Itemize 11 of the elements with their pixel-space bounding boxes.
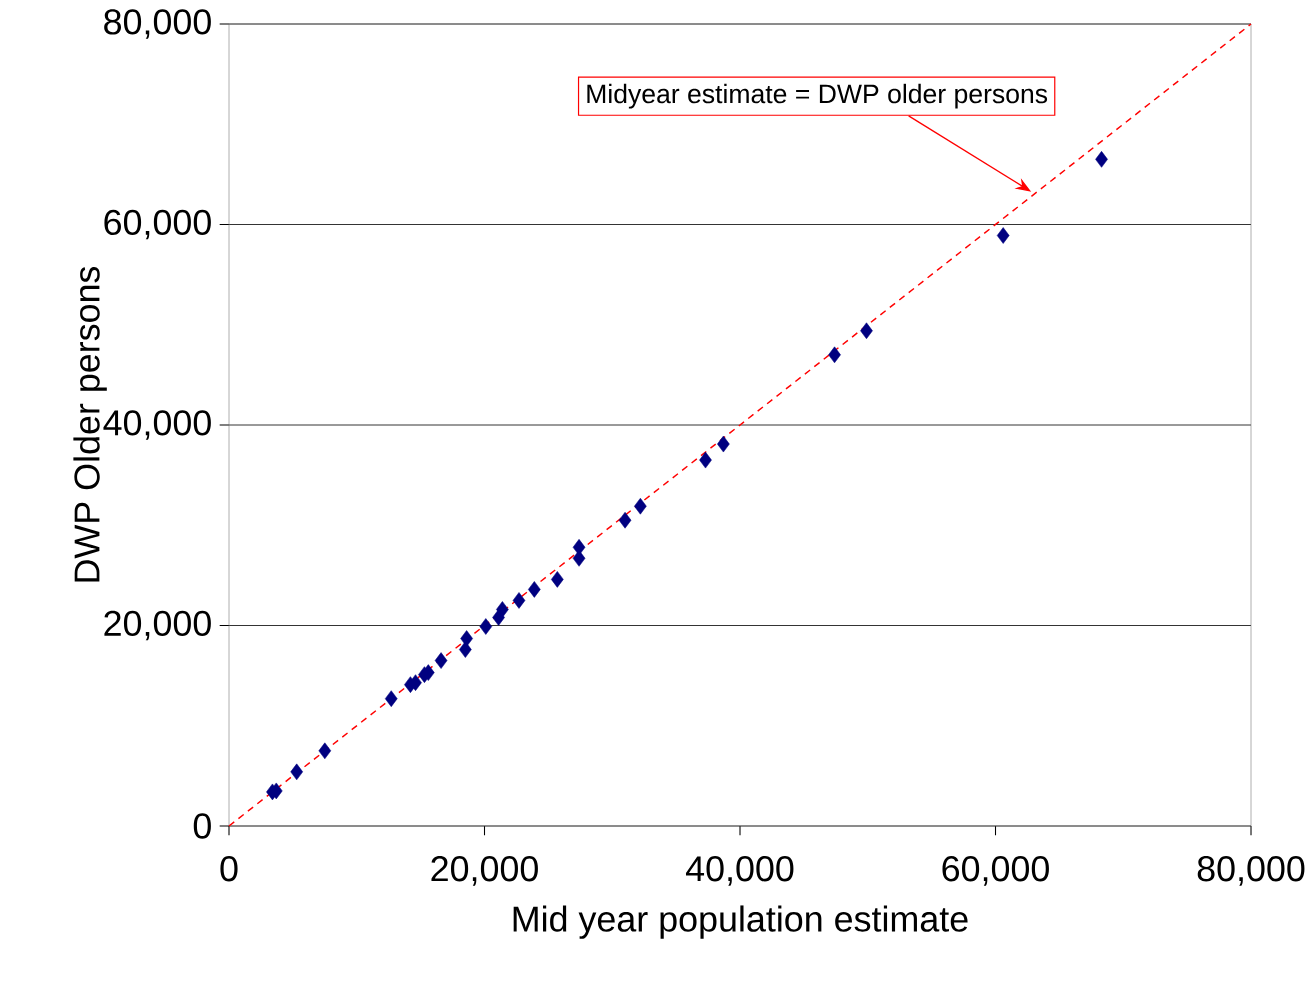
y-tick-label: 0 — [193, 813, 211, 839]
y-tick-label: 60,000 — [104, 209, 211, 240]
y-tick-label: 20,000 — [104, 610, 211, 641]
x-tick-label: 60,000 — [942, 856, 1049, 886]
x-axis-title: Mid year population estimate — [513, 905, 968, 939]
y-tick-label: 80,000 — [104, 9, 211, 39]
x-tick-label: 20,000 — [431, 856, 538, 886]
x-tick-label: 40,000 — [685, 856, 794, 886]
x-tick-label: 0 — [220, 856, 238, 882]
annotation: Midyear estimate = DWP older persons — [587, 83, 1048, 109]
x-tick-label: 80,000 — [1197, 856, 1305, 886]
